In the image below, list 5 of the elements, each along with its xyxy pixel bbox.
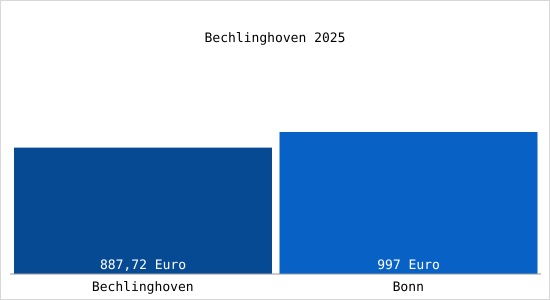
x-tick-label: Bonn (392, 280, 424, 296)
chart-title: Bechlinghoven 2025 (204, 31, 346, 46)
x-tick-label: Bechlinghoven (92, 280, 194, 296)
data-label: 997 Euro (377, 258, 440, 273)
data-label: 887,72 Euro (100, 258, 186, 273)
